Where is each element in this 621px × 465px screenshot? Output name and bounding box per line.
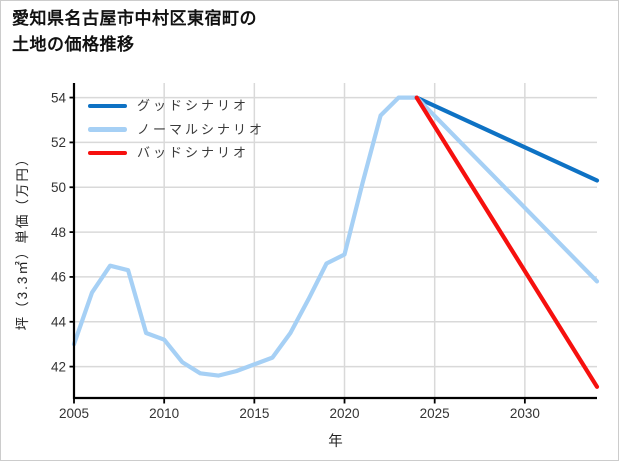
chart-legend: グッドシナリオ ノーマルシナリオ バッドシナリオ	[88, 94, 265, 165]
y-axis-label: 坪（3.3㎡）単価（万円）	[15, 151, 30, 331]
chart-title: 愛知県名古屋市中村区東宿町の 土地の価格推移	[12, 6, 257, 58]
chart-title-line1: 愛知県名古屋市中村区東宿町の	[12, 9, 257, 28]
legend-swatch-good	[88, 103, 127, 109]
y-tick-label: 46	[51, 270, 66, 285]
x-tick-label: 2020	[329, 406, 359, 421]
legend-label-good: グッドシナリオ	[137, 98, 250, 114]
y-tick-label: 44	[51, 314, 67, 329]
y-tick-label: 54	[51, 90, 67, 105]
legend-item-normal: ノーマルシナリオ	[88, 118, 265, 142]
x-tick-label: 2015	[239, 406, 269, 421]
history-line	[71, 95, 419, 378]
legend-label-bad: バッドシナリオ	[137, 145, 250, 161]
scenario-line-good	[414, 95, 600, 183]
legend-swatch-bad	[88, 150, 127, 156]
legend-item-bad: バッドシナリオ	[88, 141, 265, 165]
y-tick-label: 48	[51, 225, 66, 240]
x-tick-label: 2010	[149, 406, 179, 421]
y-tick-label: 50	[51, 180, 66, 195]
scenario-line-bad	[414, 95, 600, 389]
x-tick-label: 2005	[59, 406, 89, 421]
legend-item-good: グッドシナリオ	[88, 94, 265, 118]
x-axis-label: 年	[328, 433, 343, 450]
x-tick-label: 2025	[420, 406, 450, 421]
scenario-line-normal	[414, 95, 600, 284]
x-tick-label: 2030	[510, 406, 540, 421]
legend-label-normal: ノーマルシナリオ	[137, 121, 266, 137]
chart-title-line2: 土地の価格推移	[12, 35, 135, 54]
legend-swatch-normal	[88, 127, 127, 132]
y-tick-label: 42	[51, 359, 66, 374]
y-tick-label: 52	[51, 135, 66, 150]
